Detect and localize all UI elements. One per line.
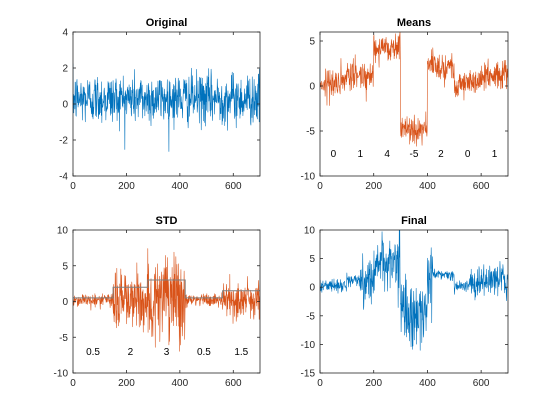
x-tick-label: 200 — [118, 181, 135, 192]
x-tick-label: 600 — [473, 378, 490, 389]
y-tick-label: 5 — [309, 37, 315, 48]
x-tick-label: 600 — [473, 181, 490, 192]
segment-label: 0 — [465, 149, 471, 160]
y-tick-label: 5 — [62, 261, 68, 272]
subplot-title: Means — [397, 17, 431, 29]
segment-label: 2 — [128, 347, 134, 358]
segment-label: 0.5 — [197, 347, 211, 358]
x-tick-label: 600 — [225, 378, 242, 389]
y-tick-label: -15 — [301, 369, 316, 380]
y-tick-label: 0 — [62, 100, 68, 111]
x-tick-label: 200 — [365, 378, 382, 389]
x-tick-label: 400 — [419, 378, 436, 389]
y-tick-label: -10 — [301, 172, 316, 183]
segment-label: 4 — [384, 149, 390, 160]
segment-label: 1 — [358, 149, 364, 160]
x-tick-label: 0 — [70, 378, 76, 389]
y-tick-label: -5 — [306, 311, 315, 322]
subplot-final: 0 200 400 600 -15 -10 -5 0 5 10 Final — [301, 215, 509, 389]
subplot-title: Original — [146, 17, 188, 29]
series-line — [73, 248, 260, 352]
subplot-title: Final — [401, 215, 427, 227]
segment-label: 0 — [331, 149, 337, 160]
y-tick-label: 4 — [62, 28, 68, 39]
segment-label: 1.5 — [234, 347, 248, 358]
y-tick-label: 2 — [62, 64, 68, 75]
std-step-line — [73, 279, 260, 299]
subplot-means: 0 200 400 600 -10 -5 0 5 Means 0 1 4 -5 2 0 1 — [301, 17, 509, 192]
x-tick-label: 400 — [172, 181, 189, 192]
axes-box — [319, 31, 509, 177]
y-tick-label: -4 — [59, 172, 68, 183]
x-tick-label: 600 — [225, 181, 242, 192]
y-tick-label: 10 — [304, 226, 316, 237]
x-tick-label: 400 — [172, 378, 189, 389]
y-tick-label: -10 — [301, 340, 316, 351]
y-tick-label: 0 — [309, 283, 315, 294]
segment-label: 1 — [492, 149, 498, 160]
segment-label: 0.5 — [86, 347, 100, 358]
segment-label: -5 — [410, 149, 419, 160]
subplot-title: STD — [156, 215, 178, 227]
x-tick-label: 0 — [317, 378, 323, 389]
x-tick-label: 400 — [419, 181, 436, 192]
axes-box — [319, 229, 509, 374]
y-tick-label: 0 — [62, 297, 68, 308]
subplot-original: 0 200 400 600 -4 -2 0 2 4 Original — [59, 17, 261, 192]
segment-label: 3 — [164, 347, 170, 358]
x-tick-label: 200 — [118, 378, 135, 389]
segment-label: 2 — [438, 149, 444, 160]
y-tick-label: -2 — [59, 136, 68, 147]
x-tick-label: 0 — [317, 181, 323, 192]
x-tick-label: 200 — [365, 181, 382, 192]
series-line — [320, 32, 508, 147]
y-tick-label: 5 — [309, 254, 315, 265]
y-tick-label: -5 — [59, 333, 68, 344]
y-tick-label: 10 — [57, 226, 69, 237]
y-tick-label: -5 — [306, 127, 315, 138]
series-line — [320, 230, 508, 351]
y-tick-label: -10 — [54, 369, 69, 380]
x-tick-label: 0 — [70, 181, 76, 192]
subplot-std: 0 200 400 600 -10 -5 0 5 10 STD 0.5 2 3 0.5 1.5 — [54, 215, 261, 389]
series-line — [73, 63, 260, 152]
y-tick-label: 0 — [309, 82, 315, 93]
